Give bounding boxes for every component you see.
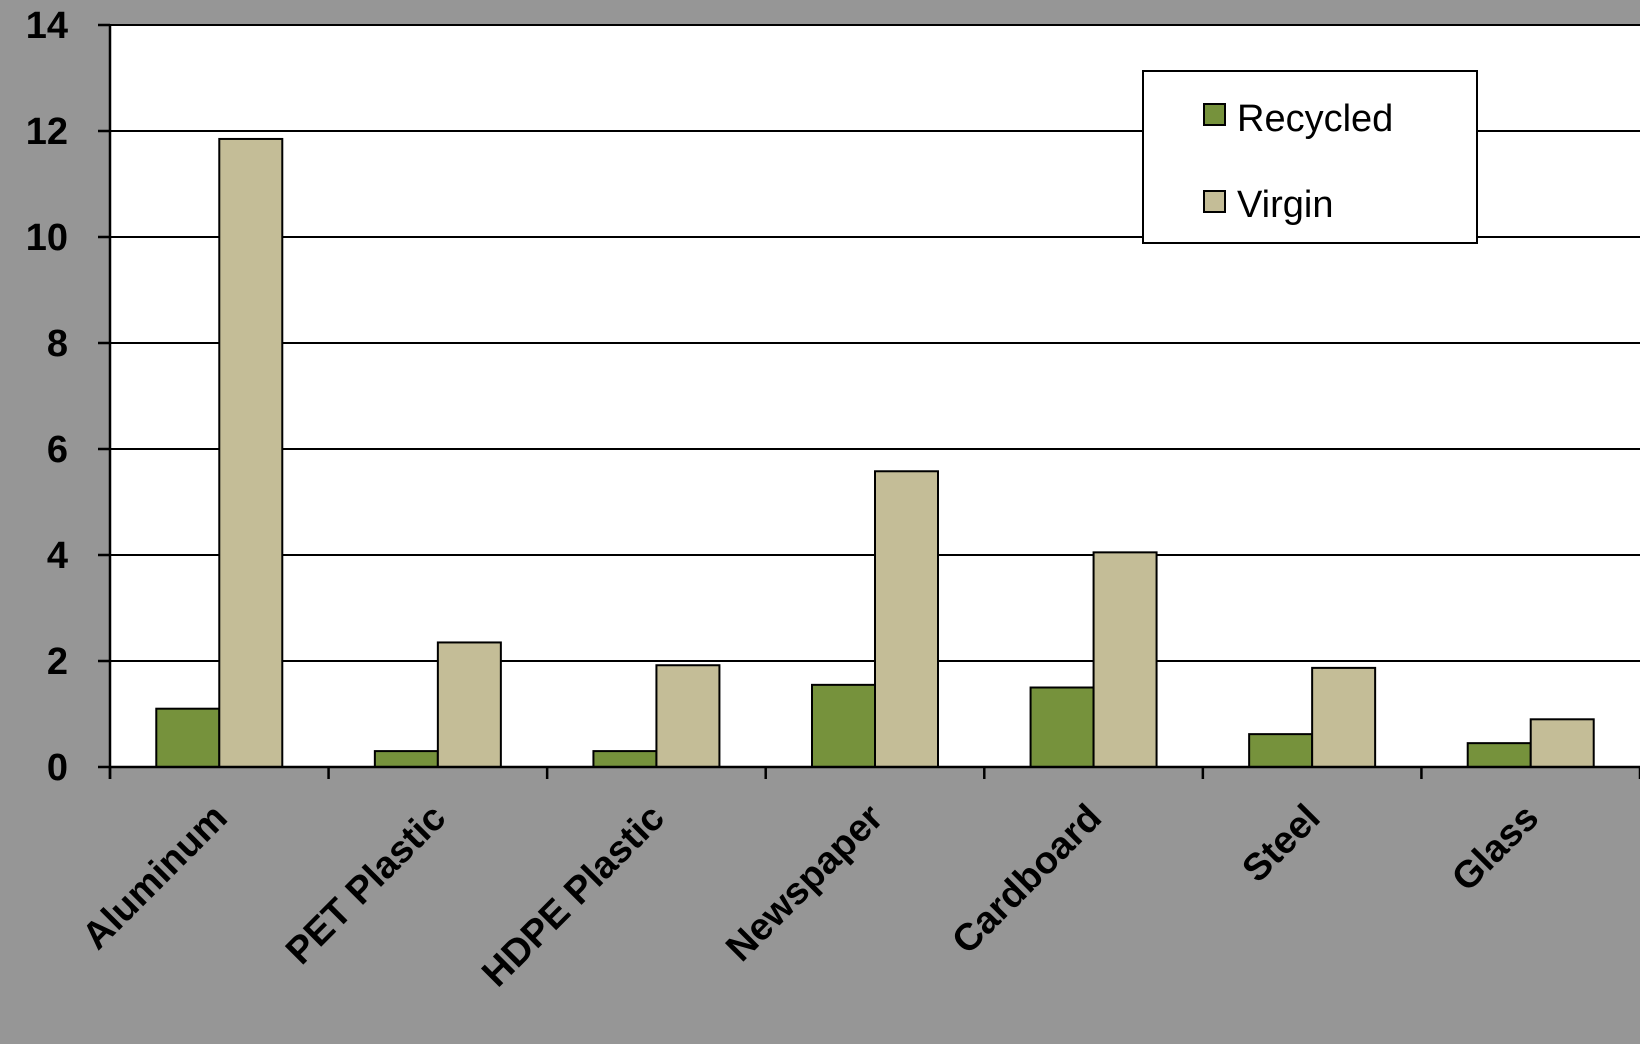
y-tick-label: 10 (26, 217, 68, 259)
y-tick-labels: 0 2 4 6 8 10 12 14 (26, 5, 68, 789)
y-tick-label: 4 (47, 535, 68, 577)
bar-virgin-hdpe-plastic (655, 664, 721, 768)
bars (155, 137, 1595, 769)
legend-label-virgin: Virgin (1237, 184, 1333, 226)
bar-recycled-aluminum (155, 707, 221, 769)
x-tick-label: Steel (1235, 797, 1329, 891)
legend-box (1142, 70, 1478, 244)
bar-recycled-pet-plastic (373, 750, 439, 768)
y-tick-label: 14 (26, 5, 68, 47)
bar-virgin-glass (1529, 718, 1595, 768)
axes (98, 23, 1640, 779)
bar-virgin-aluminum (218, 137, 284, 768)
bar-recycled-cardboard (1029, 686, 1095, 768)
bar-virgin-cardboard (1092, 551, 1158, 768)
legend-label-recycled: Recycled (1237, 98, 1393, 140)
y-tick-label: 0 (47, 747, 68, 789)
y-tick-label: 8 (47, 323, 68, 365)
legend: Recycled Virgin (1142, 70, 1478, 244)
legend-swatch-virgin (1203, 190, 1226, 213)
x-tick-label: Glass (1444, 797, 1547, 900)
x-tick-label: Cardboard (944, 797, 1110, 963)
x-tick-labels: Aluminum PET Plastic HDPE Plastic Newspaper… (75, 797, 1547, 996)
bar-recycled-glass (1466, 742, 1532, 769)
bar-virgin-newspaper (874, 470, 939, 768)
bar-recycled-steel (1248, 733, 1314, 769)
y-tick-label: 6 (47, 429, 68, 471)
x-tick-label: Aluminum (75, 797, 236, 958)
x-tick-label: PET Plastic (278, 797, 454, 973)
bar-virgin-steel (1311, 666, 1377, 769)
legend-swatch-recycled (1203, 103, 1226, 126)
bar-recycled-newspaper (811, 683, 876, 768)
y-tick-label: 12 (26, 111, 68, 153)
x-tick-label: HDPE Plastic (474, 797, 672, 995)
bar-recycled-hdpe-plastic (592, 750, 658, 768)
y-tick-label: 2 (47, 641, 68, 683)
bar-virgin-pet-plastic (436, 641, 502, 769)
x-tick-label: Newspaper (718, 797, 891, 970)
